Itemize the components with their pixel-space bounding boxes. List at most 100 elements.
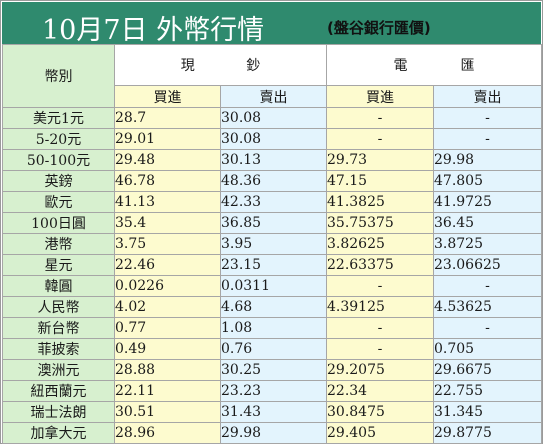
- table-row: 美元1元 28.7 30.08- -: [2, 107, 542, 129]
- cash-buy-value: 0.49: [114, 338, 221, 360]
- currency-name: 紐西蘭元: [2, 380, 115, 402]
- tt-buy-value: -: [326, 338, 434, 360]
- page-title: 10月7日 外幣行情: [42, 15, 265, 46]
- tt-buy-value: -: [326, 107, 434, 129]
- remit-header-right: 匯: [460, 58, 475, 74]
- cash-header-left: 現: [180, 58, 195, 74]
- cash-buy-value: 22.11: [114, 380, 221, 402]
- tt-sell-header: 賣出: [433, 85, 542, 108]
- tt-sell-value: 4.53625: [433, 296, 542, 318]
- cash-sell-value: 42.33: [220, 191, 327, 213]
- currency-name: 星元: [2, 254, 115, 276]
- table-row: 紐西蘭元 22.11 23.23 22.34 22.755: [2, 380, 542, 402]
- tt-sell-value: 29.6675: [433, 359, 542, 381]
- tt-sell-value: 41.9725: [433, 191, 542, 213]
- table-row: 100日圓 35.4 36.85 35.75375 36.45: [2, 212, 542, 234]
- table-row: 瑞士法朗 30.51 31.43 30.8475 31.345: [2, 401, 542, 423]
- tt-sell-value: -: [433, 128, 542, 150]
- cash-buy-value: 22.46: [114, 254, 221, 276]
- tt-sell-value: 36.45: [433, 212, 542, 234]
- cash-buy-value: 46.78: [114, 170, 221, 192]
- table-row: 人民幣 4.02 4.68 4.39125 4.53625: [2, 296, 542, 318]
- cash-sell-value: 0.76: [220, 338, 327, 360]
- header-row-bottom: 買進 賣出 買進 賣出: [3, 85, 542, 108]
- table-row: 50-100元 29.48 30.13 29.73 29.98: [2, 149, 542, 171]
- tt-buy-value: 4.39125: [326, 296, 434, 318]
- table-row: 韓圓 0.0226 0.0311- -: [2, 275, 542, 297]
- table-row: 澳洲元 28.88 30.25 29.2075 29.6675: [2, 359, 542, 381]
- cash-buy-value: 30.51: [114, 401, 221, 423]
- cash-sell-value: 3.95: [220, 233, 327, 255]
- cash-buy-value: 0.0226: [114, 275, 221, 297]
- currency-name: 歐元: [2, 191, 115, 213]
- cash-sell-value: 30.08: [220, 128, 327, 150]
- cash-buy-value: 41.13: [114, 191, 221, 213]
- cash-sell-value: 4.68: [220, 296, 327, 318]
- cash-buy-value: 28.96: [114, 422, 221, 444]
- tt-sell-value: -: [433, 275, 542, 297]
- tt-sell-value: 3.8725: [433, 233, 542, 255]
- currency-name: 加拿大元: [2, 422, 115, 444]
- table-row: 星元 22.46 23.15 22.63375 23.06625: [2, 254, 542, 276]
- tt-buy-value: 41.3825: [326, 191, 434, 213]
- cash-sell-value: 30.25: [220, 359, 327, 381]
- currency-header: 幣別: [2, 44, 115, 108]
- currency-name: 50-100元: [2, 149, 115, 171]
- cash-group-header: 現 鈔: [114, 44, 327, 86]
- tt-buy-value: 35.75375: [326, 212, 434, 234]
- tt-buy-header: 買進: [326, 85, 434, 108]
- table-row: 加拿大元 28.96 29.98 29.405 29.8775: [2, 422, 542, 444]
- tt-sell-value: 31.345: [433, 401, 542, 423]
- table-row: 新台幣 0.77 1.08- -: [2, 317, 542, 339]
- cash-sell-value: 30.08: [220, 107, 327, 129]
- tt-sell-value: 29.8775: [433, 422, 542, 444]
- cash-header-right: 鈔: [246, 58, 261, 74]
- tt-sell-value: -: [433, 317, 542, 339]
- currency-name: 人民幣: [2, 296, 115, 318]
- currency-name: 100日圓: [2, 212, 115, 234]
- tt-buy-value: 3.82625: [326, 233, 434, 255]
- cash-sell-value: 23.15: [220, 254, 327, 276]
- tt-buy-value: -: [326, 317, 434, 339]
- tt-sell-value: -: [433, 107, 542, 129]
- cash-sell-value: 48.36: [220, 170, 327, 192]
- table-row: 歐元 41.13 42.33 41.3825 41.9725: [2, 191, 542, 213]
- currency-name: 韓圓: [2, 275, 115, 297]
- page-subtitle: (盤谷銀行匯價): [327, 19, 431, 37]
- cash-buy-value: 29.01: [114, 128, 221, 150]
- remit-group-header: 電 匯: [326, 44, 542, 86]
- header-row-top: 幣別 現 鈔 電 匯: [2, 44, 542, 108]
- table-row: 港幣 3.75 3.95 3.82625 3.8725: [2, 233, 542, 255]
- cash-sell-value: 23.23: [220, 380, 327, 402]
- cash-buy-value: 35.4: [114, 212, 221, 234]
- currency-name: 港幣: [2, 233, 115, 255]
- title-bar: 10月7日 外幣行情 (盤谷銀行匯價): [2, 2, 541, 46]
- cash-sell-value: 29.98: [220, 422, 327, 444]
- currency-name: 澳洲元: [2, 359, 115, 381]
- table-row: 菲披索 0.49 0.76-0.705: [2, 338, 542, 360]
- tt-buy-value: 22.63375: [326, 254, 434, 276]
- cash-buy-value: 28.88: [114, 359, 221, 381]
- remit-header-left: 電: [393, 58, 408, 74]
- tt-buy-value: -: [326, 275, 434, 297]
- cash-buy-value: 4.02: [114, 296, 221, 318]
- currency-name: 5-20元: [2, 128, 115, 150]
- cash-buy-value: 0.77: [114, 317, 221, 339]
- currency-name: 新台幣: [2, 317, 115, 339]
- tt-buy-value: 29.73: [326, 149, 434, 171]
- cash-buy-value: 28.7: [114, 107, 221, 129]
- tt-sell-value: 29.98: [433, 149, 542, 171]
- rates-table: 幣別 現 鈔 電 匯 買進 賣出 買進 賣出: [2, 44, 542, 444]
- tt-buy-value: 47.15: [326, 170, 434, 192]
- cash-sell-value: 0.0311: [220, 275, 327, 297]
- cash-sell-value: 1.08: [220, 317, 327, 339]
- currency-name: 英鎊: [2, 170, 115, 192]
- cash-buy-value: 3.75: [114, 233, 221, 255]
- currency-name: 美元1元: [2, 107, 115, 129]
- cash-sell-header: 賣出: [220, 85, 327, 108]
- cash-sell-value: 36.85: [220, 212, 327, 234]
- tt-sell-value: 22.755: [433, 380, 542, 402]
- cash-buy-header: 買進: [114, 85, 221, 108]
- tt-sell-value: 23.06625: [433, 254, 542, 276]
